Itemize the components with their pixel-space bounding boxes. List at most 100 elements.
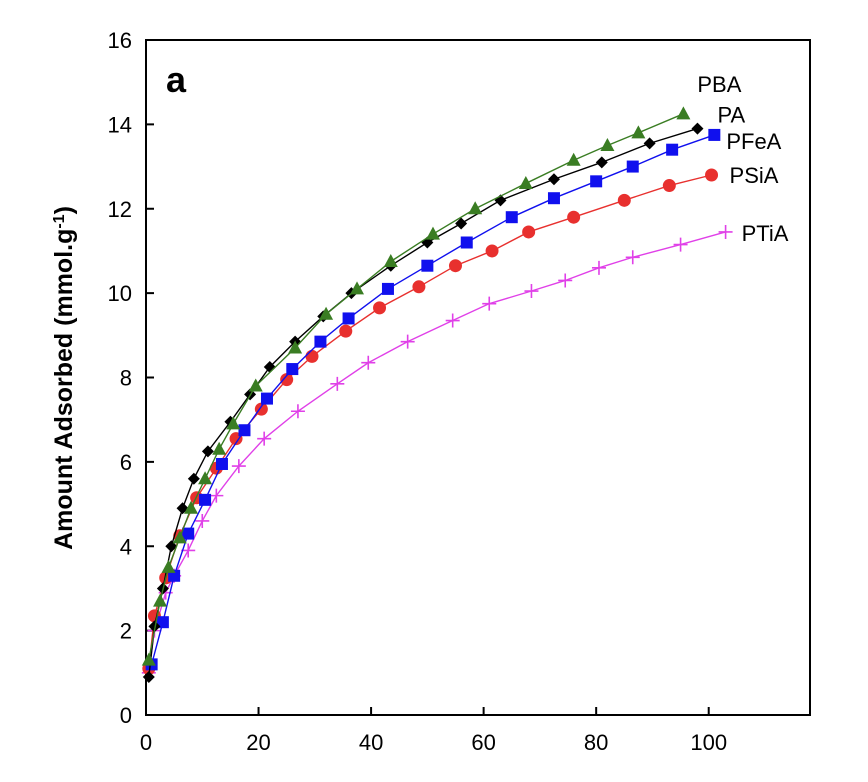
panel-label: a bbox=[166, 59, 187, 100]
series-ptia-point bbox=[445, 313, 460, 328]
series-pba-point bbox=[631, 125, 646, 139]
series-label-pfea: PFeA bbox=[726, 129, 781, 154]
series-ptia-point bbox=[482, 296, 497, 311]
series-pba-point bbox=[226, 416, 241, 430]
series-pfea-point bbox=[182, 527, 195, 540]
series-pa bbox=[142, 122, 704, 684]
series-pba bbox=[141, 106, 691, 666]
y-tick-label: 4 bbox=[120, 534, 132, 559]
series-pfea-point bbox=[156, 616, 169, 629]
series-pfea-point bbox=[626, 160, 639, 173]
x-tick-label: 100 bbox=[690, 730, 727, 755]
series-pfea-point bbox=[460, 236, 473, 249]
series-pba-point bbox=[141, 652, 156, 666]
series-pfea-point bbox=[286, 363, 299, 376]
series-ptia-point bbox=[181, 543, 196, 558]
axis-ticks: 0 20 40 60 80 100 0 2 4 6 8 10 12 14 16 bbox=[108, 28, 728, 755]
series-ptia-point bbox=[209, 488, 224, 503]
series-psia-point bbox=[522, 225, 536, 239]
y-tick-label: 0 bbox=[120, 703, 132, 728]
series-pba-point bbox=[184, 500, 199, 514]
y-tick-label: 8 bbox=[120, 366, 132, 391]
series-pfea-point bbox=[342, 312, 355, 325]
series-pba-point bbox=[566, 152, 581, 166]
y-tick-label: 16 bbox=[108, 28, 132, 53]
series-pa-point bbox=[142, 671, 155, 684]
series-pba-point bbox=[518, 175, 533, 189]
series-psia-point bbox=[254, 402, 268, 416]
series-pba-line bbox=[148, 113, 684, 661]
series-ptia-point bbox=[625, 250, 640, 265]
series-ptia-point bbox=[330, 376, 345, 391]
series-pba-point bbox=[212, 441, 227, 455]
x-tick-label: 0 bbox=[140, 730, 152, 755]
series-psia-point bbox=[412, 280, 426, 294]
series-ptia-line bbox=[148, 231, 726, 673]
series-pfea-point bbox=[238, 424, 251, 437]
series-pa-point bbox=[187, 472, 200, 485]
x-tick-label: 40 bbox=[359, 730, 383, 755]
y-tick-label: 12 bbox=[108, 197, 132, 222]
series-pba-point bbox=[468, 201, 483, 215]
y-axis-label-sup: -1 bbox=[51, 214, 68, 228]
series-pa-line bbox=[148, 127, 698, 678]
series-pfea-point bbox=[547, 192, 560, 205]
series-pa-point bbox=[643, 137, 656, 150]
series-label-pa: PA bbox=[717, 103, 745, 128]
y-axis-label-main: Amount Adsorbed (mmol.g bbox=[50, 229, 78, 550]
series-pba-point bbox=[153, 593, 168, 607]
series-pba-point bbox=[600, 137, 615, 151]
series-ptia-point bbox=[673, 237, 688, 252]
series-psia-point bbox=[373, 301, 387, 315]
y-axis-label-close: ) bbox=[50, 206, 78, 214]
y-tick-label: 6 bbox=[120, 450, 132, 475]
series-pba-point bbox=[288, 340, 303, 354]
series-pfea-point bbox=[314, 335, 327, 348]
series-pa-point bbox=[148, 620, 161, 633]
series-pfea-point bbox=[708, 128, 721, 141]
series-ptia-point bbox=[591, 260, 606, 275]
series-pa-point bbox=[201, 445, 214, 458]
series-pfea-point bbox=[421, 259, 434, 272]
series-pba-point bbox=[676, 106, 691, 120]
series-ptia-point bbox=[195, 513, 210, 528]
series-pfea bbox=[145, 128, 721, 671]
series-pba-point bbox=[383, 253, 398, 267]
series-label-pba: PBA bbox=[697, 72, 741, 97]
series-ptia-point bbox=[558, 273, 573, 288]
y-axis-label: Amount Adsorbed (mmol.g-1) bbox=[50, 206, 78, 550]
series-ptia-point bbox=[290, 404, 305, 419]
series-pfea-point bbox=[590, 175, 603, 188]
series-pba-point bbox=[425, 226, 440, 240]
series-psia-point bbox=[485, 244, 499, 258]
series-pba-point bbox=[248, 378, 263, 392]
series-pfea-point bbox=[505, 211, 518, 224]
series-psia-point bbox=[305, 349, 319, 363]
series-psia-point bbox=[280, 373, 294, 387]
series-ptia-point bbox=[361, 355, 376, 370]
series-pba-point bbox=[161, 559, 176, 573]
series-psia-point bbox=[617, 193, 631, 207]
series-pa-point bbox=[547, 173, 560, 186]
series-psia-point bbox=[567, 210, 581, 224]
series-layer bbox=[141, 106, 733, 684]
series-label-ptia: PTiA bbox=[742, 221, 789, 246]
series-pa-point bbox=[595, 156, 608, 169]
series-ptia-point bbox=[524, 284, 539, 299]
x-tick-label: 80 bbox=[584, 730, 608, 755]
series-ptia-point bbox=[718, 224, 733, 239]
series-pba-point bbox=[319, 306, 334, 320]
x-tick-label: 60 bbox=[471, 730, 495, 755]
y-tick-label: 10 bbox=[108, 281, 132, 306]
series-ptia-point bbox=[400, 334, 415, 349]
series-psia-point bbox=[705, 168, 719, 182]
series-pfea-point bbox=[199, 493, 212, 506]
series-pa-point bbox=[455, 217, 468, 230]
series-pfea-point bbox=[260, 392, 273, 405]
series-ptia-point bbox=[231, 459, 246, 474]
series-label-psia: PSiA bbox=[730, 163, 779, 188]
series-pa-point bbox=[691, 122, 704, 135]
x-tick-label: 20 bbox=[246, 730, 270, 755]
